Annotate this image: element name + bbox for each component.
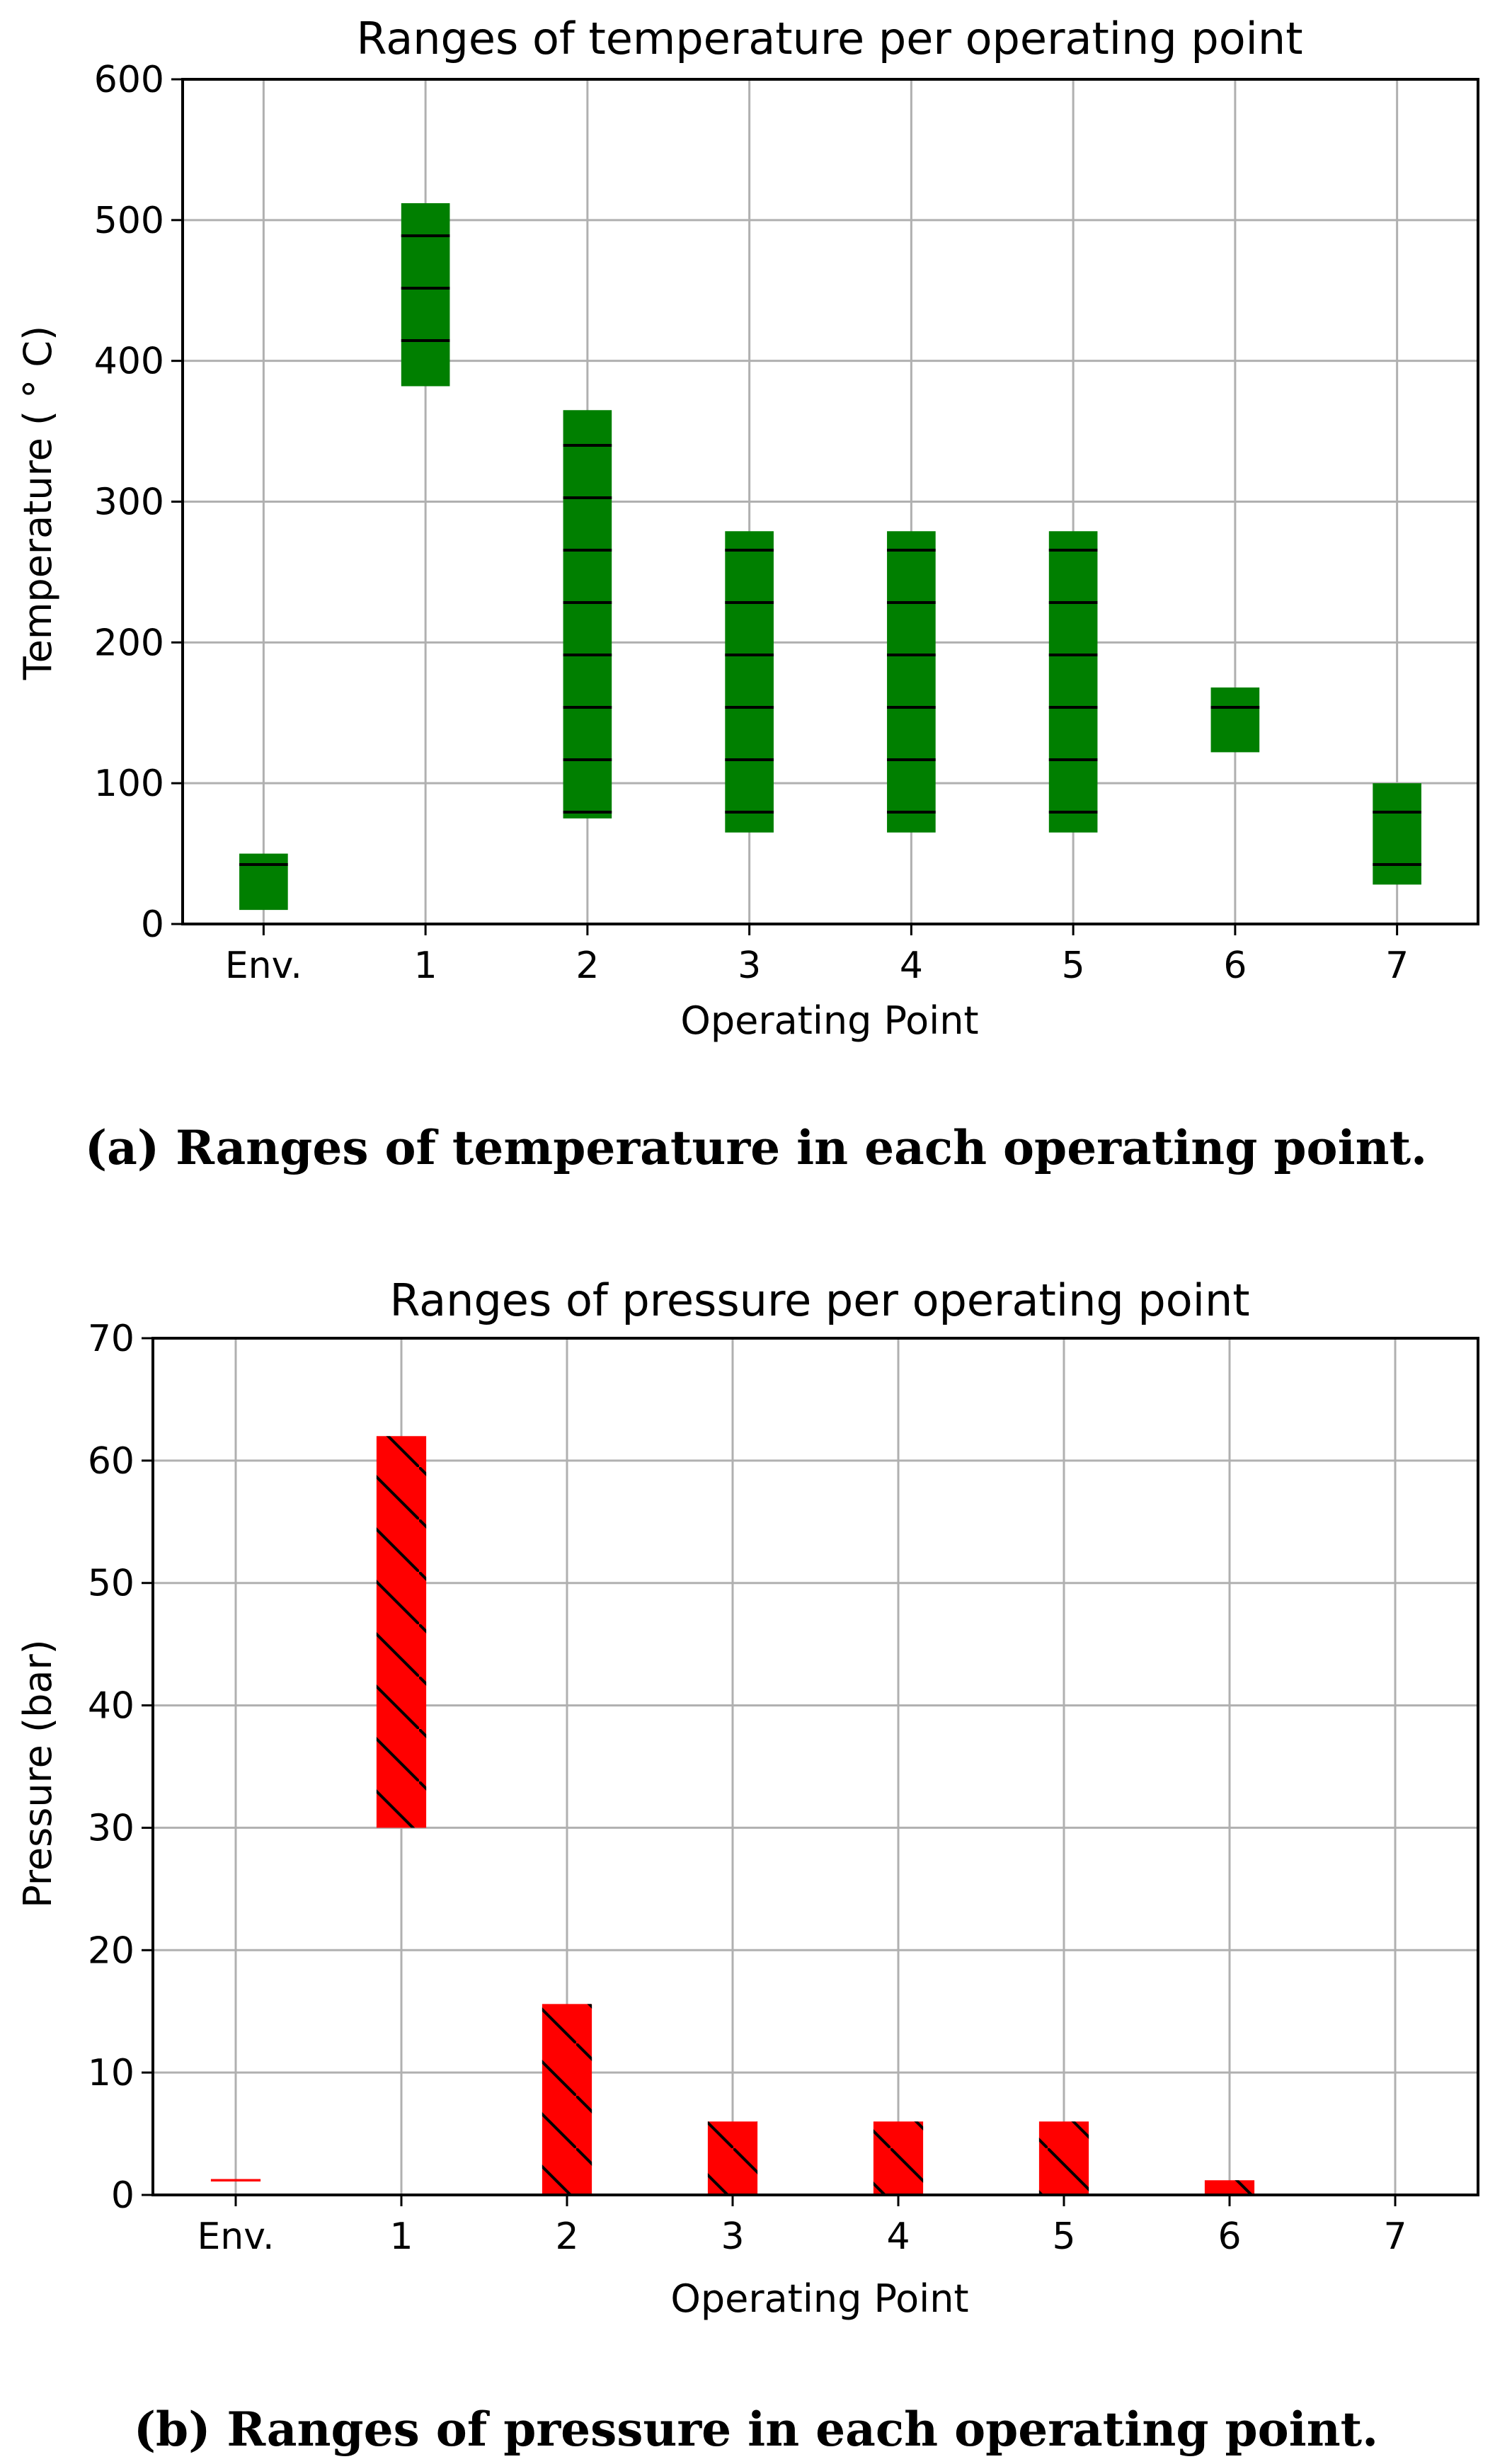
x-tick-label: Env. (197, 2215, 274, 2258)
ticks: 0 100 200 300 400 500 600 Env. 1 2 3 4 5 6 7 (94, 59, 1409, 987)
range-bar-hatch (1373, 783, 1421, 885)
y-tick-label: 300 (94, 481, 164, 524)
x-tick-label: 3 (721, 2215, 744, 2258)
x-tick-label: 6 (1218, 2215, 1241, 2258)
plot-frame (151, 1337, 1479, 2196)
y-tick-label: 50 (88, 1563, 134, 1605)
x-tick-label: 6 (1223, 945, 1247, 987)
x-tick-label: 2 (575, 945, 599, 987)
caption-b: (b) Ranges of pressure in each operating… (133, 2402, 1379, 2457)
y-tick-label: 10 (88, 2052, 134, 2094)
range-bar-hatch (1210, 687, 1260, 753)
range-bar (210, 2179, 261, 2181)
y-tick-label: 500 (94, 200, 164, 242)
caption-a: (a) Ranges of temperature in each operat… (84, 1120, 1428, 1175)
range-bar-hatch (542, 2004, 592, 2195)
range-bar-hatch (887, 531, 936, 833)
x-tick-label: 7 (1385, 945, 1409, 987)
x-tick-label: 1 (414, 945, 437, 987)
x-tick-label: 1 (389, 2215, 413, 2258)
range-bar-hatch (563, 410, 612, 819)
y-tick-label: 40 (88, 1685, 134, 1728)
grid (183, 78, 1478, 925)
range-bar-hatch (239, 853, 288, 911)
y-tick-label: 60 (88, 1440, 134, 1483)
range-bar-hatch (376, 1436, 427, 1828)
chart-title: Ranges of temperature per operating poin… (356, 13, 1302, 64)
range-bar-hatch (873, 2121, 924, 2195)
chart-title: Ranges of pressure per operating point (389, 1274, 1249, 1326)
range-bar-hatch (1048, 531, 1098, 833)
x-tick-label: 5 (1052, 2215, 1075, 2258)
y-tick-label: 20 (88, 1929, 134, 1972)
x-tick-label: 5 (1062, 945, 1085, 987)
x-tick-label: 7 (1383, 2215, 1407, 2258)
y-tick-label: 0 (141, 903, 164, 946)
y-tick-label: 30 (88, 1807, 134, 1849)
x-tick-label: Env. (225, 945, 302, 987)
pressure-chart: Ranges of pressure per operating point 0… (16, 1274, 1479, 2321)
y-tick-label: 600 (94, 59, 164, 101)
ticks: 0 10 20 30 40 50 60 70 Env. 1 2 3 4 5 6 7 (88, 1318, 1407, 2258)
range-bar-hatch (725, 531, 774, 833)
y-tick-label: 400 (94, 341, 164, 383)
y-tick-label: 0 (111, 2174, 134, 2217)
x-tick-label: 3 (738, 945, 761, 987)
grid (153, 1337, 1478, 2196)
y-tick-label: 100 (94, 763, 164, 805)
y-tick-label: 200 (94, 622, 164, 664)
range-bar-hatch (401, 203, 450, 387)
x-tick-label: 2 (555, 2215, 578, 2258)
range-bar-hatch (707, 2121, 758, 2195)
y-tick-label: 70 (88, 1318, 134, 1360)
range-bar-hatch (1204, 2180, 1255, 2195)
bars (239, 203, 1421, 911)
bars (210, 1436, 1421, 2196)
y-axis-label: Temperature ( ° C) (16, 326, 60, 680)
range-bar-hatch (1038, 2121, 1089, 2195)
x-axis-label: Operating Point (670, 2276, 968, 2321)
y-axis-label: Pressure (bar) (16, 1639, 60, 1907)
x-axis-label: Operating Point (680, 998, 978, 1043)
x-tick-label: 4 (900, 945, 923, 987)
temperature-chart: Ranges of temperature per operating poin… (16, 13, 1479, 1043)
x-tick-label: 4 (886, 2215, 910, 2258)
